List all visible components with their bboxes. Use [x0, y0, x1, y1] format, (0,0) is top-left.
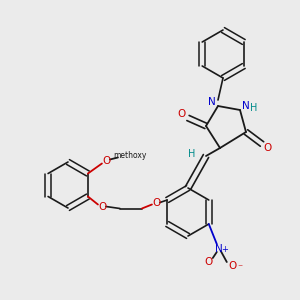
Text: N: N	[215, 244, 223, 254]
Text: +: +	[221, 244, 228, 253]
Text: O: O	[99, 202, 107, 212]
Text: O: O	[229, 261, 237, 271]
Text: N: N	[208, 97, 216, 107]
Text: H: H	[250, 103, 258, 113]
Text: O: O	[103, 155, 111, 166]
Text: H: H	[188, 149, 196, 159]
Text: O: O	[205, 257, 213, 267]
Text: O: O	[178, 109, 186, 119]
Text: ⁻: ⁻	[237, 263, 242, 273]
Text: methoxy: methoxy	[113, 151, 147, 160]
Text: O: O	[153, 197, 161, 208]
Text: N: N	[242, 101, 250, 111]
Text: O: O	[263, 143, 271, 153]
